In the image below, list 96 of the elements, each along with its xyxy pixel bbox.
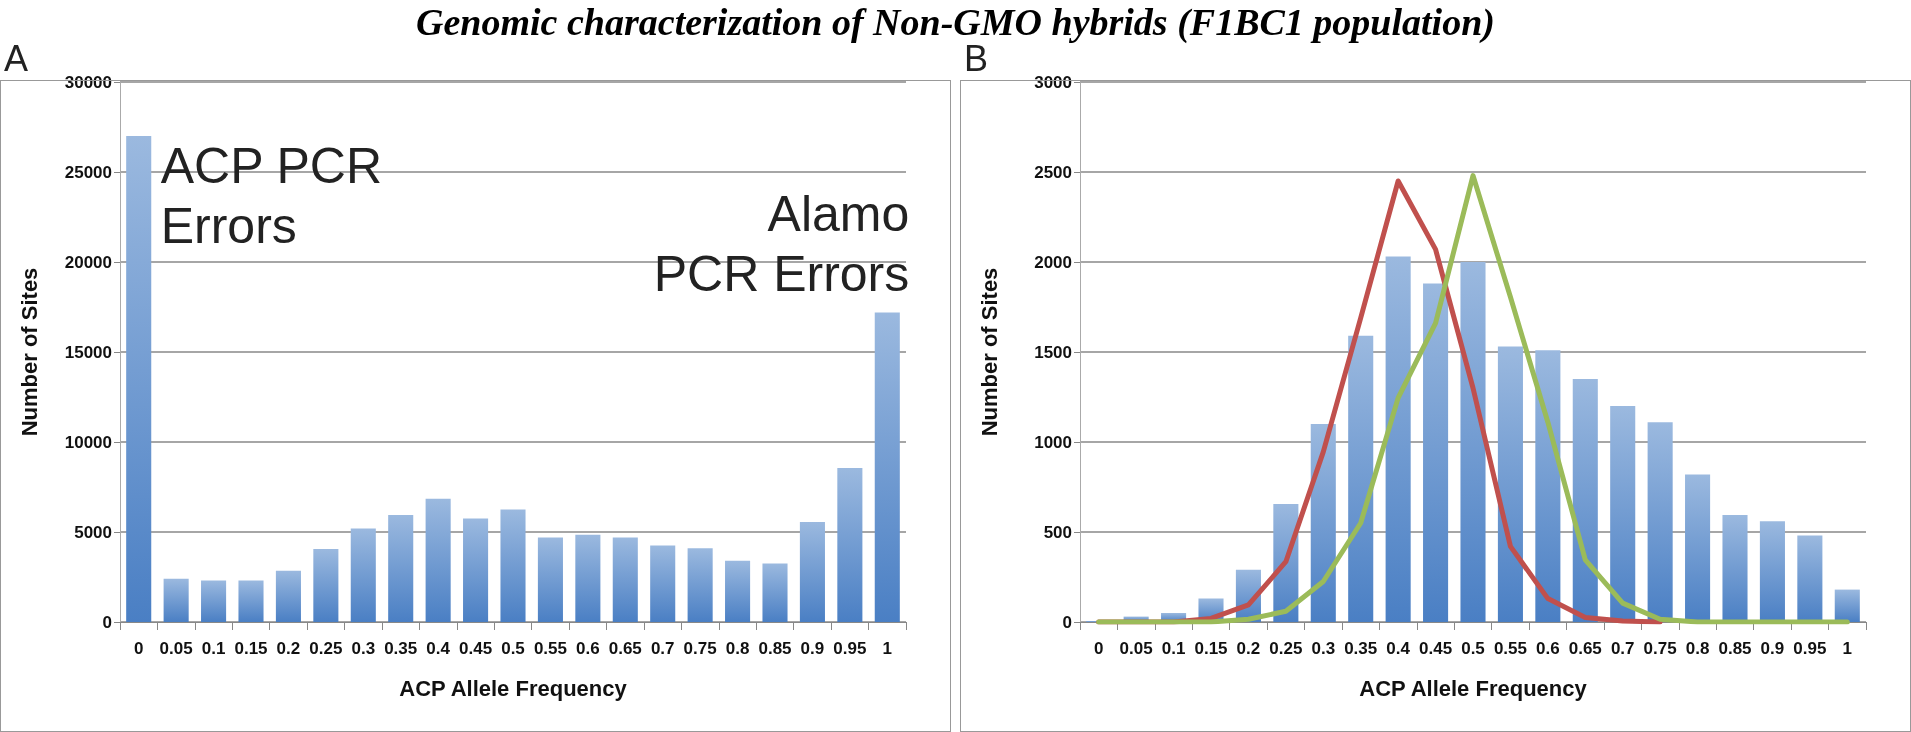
annotation: Alamo PCR Errors [653, 186, 910, 303]
bar [874, 312, 900, 622]
bar [612, 537, 638, 622]
x-tick-label: 0.55 [533, 639, 567, 658]
x-tick-label: 0.5 [1461, 639, 1485, 658]
x-tick-label: 0.15 [234, 639, 268, 658]
y-tick-label: 0 [102, 612, 112, 632]
x-tick-label: 0.85 [1718, 639, 1752, 658]
bar [1385, 256, 1411, 622]
x-tick-label: 0.2 [276, 639, 301, 658]
bar [1797, 535, 1823, 622]
x-tick-label: 0.95 [833, 639, 867, 658]
x-tick-label: 0.65 [608, 639, 642, 658]
bar [313, 549, 339, 622]
y-tick-label: 2000 [1034, 252, 1072, 272]
x-tick-label: 0.45 [459, 639, 493, 658]
x-tick-label: 0.45 [1419, 639, 1453, 658]
bar [350, 528, 376, 622]
bar [1722, 514, 1748, 622]
x-tick-label: 0.3 [1311, 639, 1336, 658]
bar [388, 514, 414, 622]
x-tick-label: 0.9 [800, 639, 825, 658]
x-axis-title: ACP Allele Frequency [1359, 675, 1588, 701]
bar [463, 518, 489, 622]
x-tick-label: 0.95 [1793, 639, 1827, 658]
x-tick-label: 0.35 [1344, 639, 1378, 658]
bar [837, 468, 863, 622]
x-tick-label: 0.2 [1236, 639, 1261, 658]
y-tick-label: 2500 [1034, 162, 1072, 182]
bar [650, 545, 676, 622]
x-tick-label: 0 [133, 639, 144, 658]
x-tick-label: 0.4 [426, 639, 451, 658]
bar [163, 578, 189, 622]
y-axis-title: Number of Sites [16, 267, 42, 437]
bar [275, 570, 301, 622]
x-tick-label: 0.7 [650, 639, 675, 658]
x-tick-label: 1 [882, 639, 893, 658]
x-tick-label: 0.05 [159, 639, 193, 658]
y-tick-label: 0 [1062, 612, 1072, 632]
bar [1834, 589, 1860, 622]
x-tick-label: 0.3 [351, 639, 376, 658]
bar [201, 580, 227, 622]
y-tick-label: 15000 [64, 342, 112, 362]
bar [238, 580, 264, 622]
bar [1647, 422, 1673, 622]
x-tick-label: 0.85 [758, 639, 792, 658]
bar [500, 509, 526, 622]
x-tick-label: 0 [1093, 639, 1104, 658]
x-tick-label: 0.65 [1568, 639, 1602, 658]
bar [126, 136, 152, 622]
x-tick-label: 0.25 [1269, 639, 1303, 658]
y-tick-label: 1000 [1034, 432, 1072, 452]
bar [725, 560, 751, 622]
x-tick-label: 0.8 [1685, 639, 1710, 658]
annotation: ACP PCR Errors [160, 138, 383, 254]
y-axis-title: Number of Sites [976, 267, 1002, 437]
y-tick-label: 10000 [64, 432, 112, 452]
bar [1423, 283, 1449, 622]
x-tick-label: 0.55 [1493, 639, 1527, 658]
bar [1685, 474, 1711, 622]
x-tick-label: 0.9 [1760, 639, 1785, 658]
x-tick-label: 0.75 [1643, 639, 1677, 658]
text: A [4, 37, 29, 79]
x-tick-label: 0.05 [1119, 639, 1153, 658]
bar [575, 534, 601, 622]
bar [1759, 521, 1785, 622]
x-tick-label: 1 [1842, 639, 1853, 658]
bar [537, 537, 563, 622]
x-tick-label: 0.75 [683, 639, 717, 658]
x-axis-title: ACP Allele Frequency [399, 675, 628, 701]
x-tick-label: 0.6 [576, 639, 600, 658]
bar [1497, 346, 1523, 622]
x-tick-label: 0.1 [1161, 639, 1186, 658]
bar [687, 548, 713, 622]
x-tick-label: 0.1 [201, 639, 226, 658]
y-tick-label: 20000 [64, 252, 112, 272]
x-tick-label: 0.7 [1610, 639, 1635, 658]
bar [425, 498, 451, 622]
x-tick-label: 0.5 [501, 639, 525, 658]
x-tick-label: 0.6 [1536, 639, 1560, 658]
x-tick-label: 0.15 [1194, 639, 1228, 658]
bar [1535, 350, 1561, 622]
y-tick-label: 500 [1043, 522, 1072, 542]
y-tick-label: 1500 [1034, 342, 1072, 362]
bar [762, 563, 788, 622]
y-tick-label: 5000 [74, 522, 112, 542]
bar [1348, 335, 1374, 622]
x-tick-label: 0.35 [384, 639, 418, 658]
x-tick-label: 0.25 [309, 639, 343, 658]
bar [799, 522, 825, 622]
bar [1460, 262, 1486, 622]
y-tick-label: 25000 [64, 162, 112, 182]
x-tick-label: 0.4 [1386, 639, 1411, 658]
x-tick-label: 0.8 [725, 639, 750, 658]
bar [1610, 406, 1636, 622]
bar [1572, 379, 1598, 622]
